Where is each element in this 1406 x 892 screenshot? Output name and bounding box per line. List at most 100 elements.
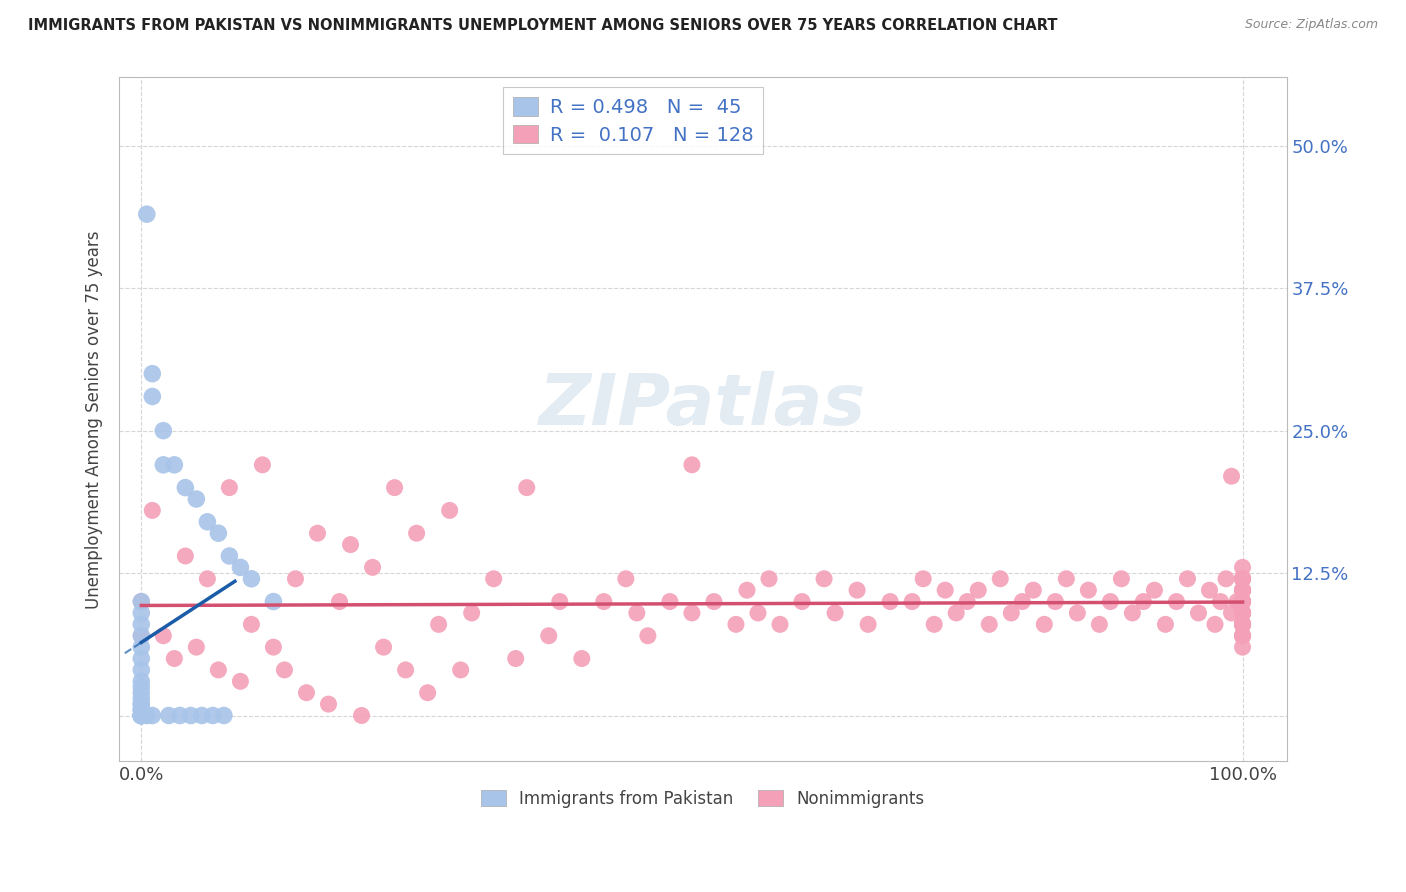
Point [1132, 594, 1154, 608]
Point [1232, 617, 1254, 632]
Point [1232, 617, 1254, 632]
Point [218, 481, 240, 495]
Point [1209, 594, 1232, 608]
Point [141, 367, 163, 381]
Point [152, 458, 174, 472]
Point [1220, 469, 1243, 483]
Point [157, 708, 180, 723]
Point [1215, 572, 1237, 586]
Point [129, 708, 152, 723]
Point [1232, 629, 1254, 643]
Point [1232, 606, 1254, 620]
Point [163, 458, 186, 472]
Point [1232, 594, 1254, 608]
Point [1232, 640, 1254, 654]
Point [1232, 617, 1254, 632]
Point [1232, 606, 1254, 620]
Point [174, 481, 197, 495]
Point [129, 691, 152, 706]
Point [262, 594, 284, 608]
Point [405, 526, 427, 541]
Point [163, 651, 186, 665]
Point [129, 651, 152, 665]
Point [129, 629, 152, 643]
Point [252, 458, 274, 472]
Text: IMMIGRANTS FROM PAKISTAN VS NONIMMIGRANTS UNEMPLOYMENT AMONG SENIORS OVER 75 YEA: IMMIGRANTS FROM PAKISTAN VS NONIMMIGRANT… [28, 18, 1057, 33]
Point [1232, 572, 1254, 586]
Point [129, 708, 152, 723]
Point [152, 424, 174, 438]
Point [769, 617, 792, 632]
Point [129, 594, 152, 608]
Point [1077, 583, 1099, 598]
Point [129, 686, 152, 700]
Point [988, 572, 1011, 586]
Point [129, 703, 152, 717]
Point [1232, 606, 1254, 620]
Point [229, 560, 252, 574]
Point [1232, 617, 1254, 632]
Point [1232, 606, 1254, 620]
Point [571, 651, 593, 665]
Point [350, 708, 373, 723]
Point [1232, 594, 1254, 608]
Point [1232, 583, 1254, 598]
Point [195, 515, 218, 529]
Point [724, 617, 747, 632]
Point [1187, 606, 1209, 620]
Point [548, 594, 571, 608]
Point [129, 617, 152, 632]
Point [135, 708, 157, 723]
Y-axis label: Unemployment Among Seniors over 75 years: Unemployment Among Seniors over 75 years [86, 230, 103, 608]
Point [1154, 617, 1177, 632]
Point [1045, 594, 1067, 608]
Point [1232, 572, 1254, 586]
Point [240, 617, 263, 632]
Point [307, 526, 329, 541]
Point [191, 708, 214, 723]
Point [186, 640, 208, 654]
Point [967, 583, 990, 598]
Point [152, 629, 174, 643]
Point [1220, 606, 1243, 620]
Point [1232, 629, 1254, 643]
Point [482, 572, 505, 586]
Point [129, 703, 152, 717]
Point [856, 617, 879, 632]
Point [1232, 560, 1254, 574]
Point [681, 606, 703, 620]
Point [614, 572, 637, 586]
Point [1232, 617, 1254, 632]
Point [912, 572, 935, 586]
Point [284, 572, 307, 586]
Point [229, 674, 252, 689]
Point [129, 680, 152, 694]
Point [1000, 606, 1022, 620]
Text: Source: ZipAtlas.com: Source: ZipAtlas.com [1244, 18, 1378, 31]
Point [174, 549, 197, 563]
Point [201, 708, 224, 723]
Point [195, 572, 218, 586]
Point [922, 617, 945, 632]
Point [129, 697, 152, 711]
Point [129, 629, 152, 643]
Point [1099, 594, 1122, 608]
Point [141, 708, 163, 723]
Point [1111, 572, 1133, 586]
Point [1232, 583, 1254, 598]
Point [956, 594, 979, 608]
Point [1232, 629, 1254, 643]
Point [1232, 594, 1254, 608]
Point [1232, 572, 1254, 586]
Point [361, 560, 384, 574]
Text: ZIPatlas: ZIPatlas [540, 371, 866, 440]
Point [416, 686, 439, 700]
Point [328, 594, 350, 608]
Point [129, 708, 152, 723]
Point [129, 708, 152, 723]
Point [1204, 617, 1226, 632]
Point [879, 594, 901, 608]
Point [813, 572, 835, 586]
Point [1166, 594, 1188, 608]
Point [824, 606, 846, 620]
